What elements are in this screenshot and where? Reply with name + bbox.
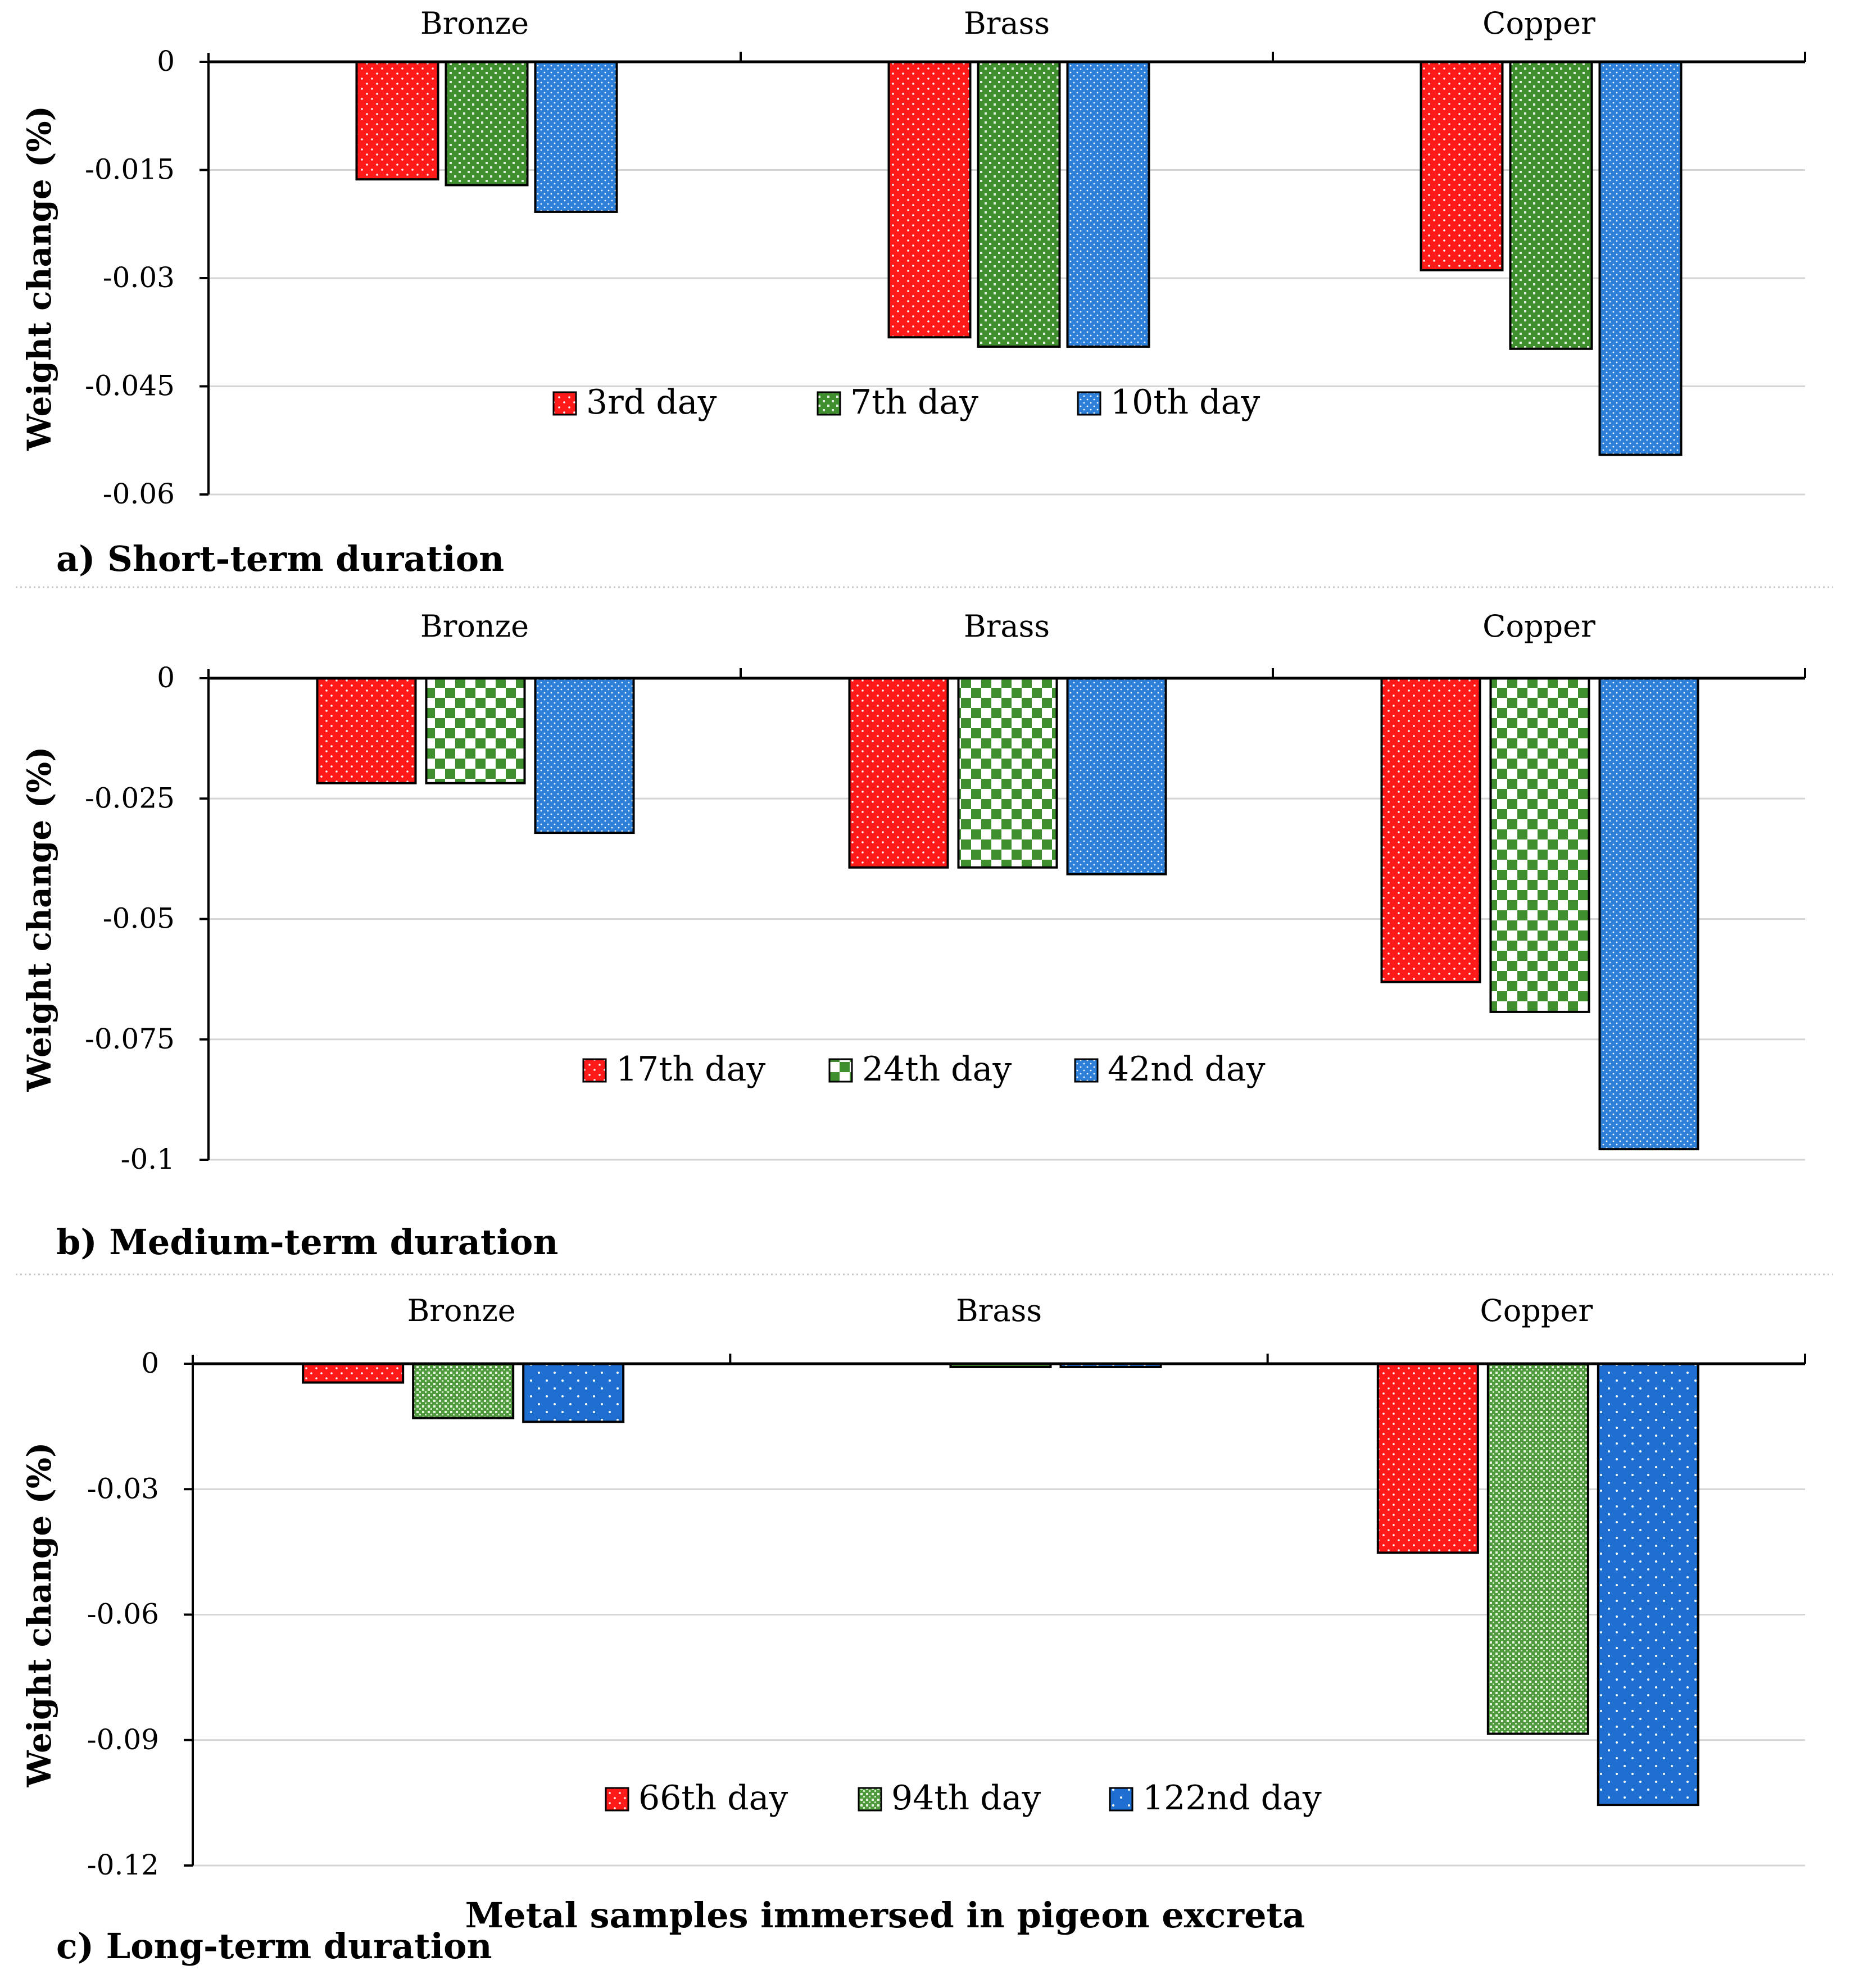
bar-3rd-day-brass [887,61,972,339]
plot-layer: 0 -0.015 -0.03 -0.045 -0.06 Bronze Brass Copper… [16,6,1833,1967]
y-tick-label: -0.05 [103,902,175,935]
bar-42nd-day-bronze [534,677,635,834]
bar-122nd-day-bronze [522,1363,625,1423]
y-tick-label: -0.025 [85,782,175,814]
legend-swatch-94th-day [858,1787,882,1812]
chart-panel-1: 0 -0.015 -0.03 -0.045 -0.06 Bronze Brass Copper… [20,6,1806,579]
bar-10th-day-copper [1598,61,1683,456]
y-tick-label: -0.075 [85,1023,175,1055]
category-label-brass: Brass [956,1293,1042,1328]
y-tick-label: -0.12 [87,1849,159,1881]
bar-17th-day-bronze [316,677,417,784]
y-axis-label: Weight change (%) [20,106,58,451]
panel-caption: b) Medium-term duration [56,1222,559,1263]
legend-label: 66th day [638,1778,788,1818]
bar-24th-day-bronze [425,677,526,784]
legend-swatch-42nd-day [1074,1058,1099,1083]
legend-label: 122nd day [1142,1778,1322,1818]
legend-label: 7th day [850,383,978,422]
bar-3rd-day-copper [1420,61,1504,271]
y-tick-label: -0.03 [87,1472,159,1505]
y-tick-label: -0.06 [103,478,175,510]
y-axis-label: Weight change (%) [20,1442,58,1788]
y-tick-label: -0.09 [87,1723,159,1756]
y-axis-label: Weight change (%) [20,747,58,1092]
bar-42nd-day-brass [1066,677,1167,875]
legend-label: 24th day [862,1050,1012,1089]
legend-label: 42nd day [1108,1050,1266,1089]
legend-swatch-17th-day [582,1058,607,1083]
y-tick-label: 0 [157,45,175,78]
category-label-copper: Copper [1482,6,1595,41]
chart-panel-2: 0 -0.025 -0.05 -0.075 -0.1 Bronze Brass Copper W… [20,609,1806,1263]
category-label-brass: Brass [964,6,1050,41]
legend-swatch-122nd-day [1109,1787,1133,1812]
bar-94th-day-copper [1486,1363,1589,1735]
y-tick-label: 0 [141,1347,159,1379]
chart-panel-3: 0 -0.03 -0.06 -0.09 -0.12 Bronze Brass Copper We… [20,1293,1806,1967]
legend-swatch-10th-day [1077,391,1101,416]
bar-17th-day-copper [1380,677,1481,983]
legend-label: 94th day [891,1778,1041,1818]
legend-label: 10th day [1110,383,1260,422]
y-tick-label: -0.1 [121,1143,175,1175]
legend-swatch-66th-day [605,1787,629,1812]
bar-24th-day-brass [957,677,1058,869]
bar-122nd-day-copper [1597,1363,1699,1807]
panel-caption: c) Long-term duration [56,1926,492,1967]
bar-7th-day-copper [1509,61,1593,350]
legend-label: 3rd day [586,383,717,422]
bar-24th-day-copper [1489,677,1590,1013]
category-label-bronze: Bronze [407,1293,516,1328]
legend-swatch-3rd-day [552,391,577,416]
category-label-copper: Copper [1480,1293,1593,1328]
legend-swatch-24th-day [828,1058,853,1083]
panel-caption: a) Short-term duration [56,538,504,579]
category-label-bronze: Bronze [420,609,529,644]
legend-swatch-7th-day [817,391,841,416]
legend-label: 17th day [616,1050,765,1089]
bar-17th-day-brass [848,677,949,869]
bar-66th-day-copper [1376,1363,1479,1554]
bar-10th-day-brass [1066,61,1150,348]
bar-66th-day-bronze [302,1363,405,1384]
y-tick-label: -0.015 [85,153,175,186]
bar-10th-day-bronze [534,61,618,213]
y-tick-label: -0.045 [85,370,175,402]
category-label-bronze: Bronze [420,6,529,41]
y-tick-label: 0 [157,661,175,694]
y-tick-label: -0.03 [103,261,175,294]
bar-3rd-day-bronze [355,61,439,181]
x-axis-title: Metal samples immersed in pigeon excreta [465,1895,1305,1936]
category-label-brass: Brass [964,609,1050,644]
y-tick-label: -0.06 [87,1598,159,1631]
bar-7th-day-brass [977,61,1061,348]
bar-42nd-day-copper [1598,677,1699,1151]
bar-7th-day-bronze [445,61,529,187]
bar-94th-day-bronze [412,1363,515,1419]
category-label-copper: Copper [1482,609,1595,644]
